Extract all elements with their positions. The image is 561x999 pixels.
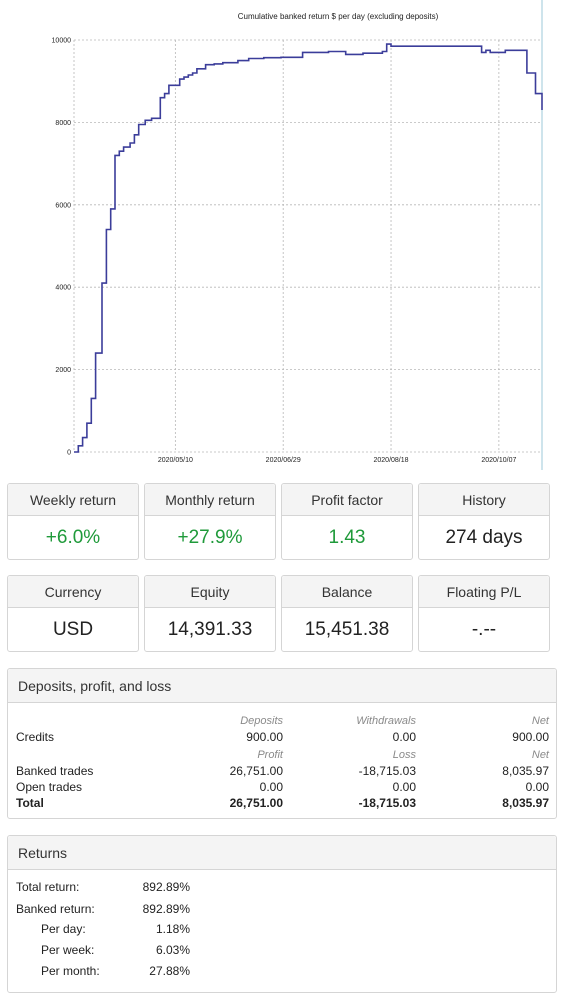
- x-tick-label: 2020/05/10: [158, 457, 193, 464]
- total-return-label: Total return:: [16, 880, 80, 894]
- y-tick-label: 8000: [55, 120, 71, 127]
- equity-value: 14,391.33: [167, 619, 253, 640]
- x-tick-label: 2020/10/07: [481, 457, 516, 464]
- per-month-value: 27.88%: [149, 964, 190, 978]
- profit-header: Profit: [257, 749, 283, 761]
- y-tick-label: 2000: [55, 367, 71, 374]
- banked-trades-loss: -18,715.03: [358, 764, 416, 778]
- per-week-value: 6.03%: [155, 943, 190, 957]
- y-tick-label: 0: [67, 450, 71, 457]
- history-value: 274 days: [445, 527, 523, 548]
- x-tick-label: 2020/06/29: [266, 457, 301, 464]
- weekly-return-label: Weekly return: [8, 484, 138, 516]
- monthly-return-card: Monthly return +27.9%: [144, 483, 276, 560]
- performance-stats-row: Weekly return +6.0% Monthly return +27.9…: [7, 483, 552, 560]
- profit-factor-label: Profit factor: [282, 484, 412, 516]
- currency-label: Currency: [8, 576, 138, 608]
- credits-withdrawals: 0.00: [392, 730, 416, 744]
- floating-pl-card: Floating P/L -.--: [418, 575, 550, 652]
- deposits-header: Deposits: [240, 715, 283, 727]
- banked-trades-net: 8,035.97: [502, 764, 549, 778]
- equity-card: Equity 14,391.33: [144, 575, 276, 652]
- per-month-label: Per month:: [41, 964, 100, 978]
- total-net: 8,035.97: [502, 796, 549, 810]
- deposits-profit-loss-panel: Deposits, profit, and loss Deposits With…: [7, 668, 557, 819]
- profit-factor-card: Profit factor 1.43: [281, 483, 413, 560]
- currency-card: Currency USD: [7, 575, 139, 652]
- credits-deposits: 900.00: [246, 730, 283, 744]
- total-loss: -18,715.03: [358, 796, 416, 810]
- floating-pl-value: -.--: [471, 619, 497, 640]
- total-return-value: 892.89%: [142, 880, 190, 894]
- banked-return-label: Banked return:: [16, 902, 95, 916]
- monthly-return-value: +27.9%: [177, 527, 243, 548]
- account-stats-row: Currency USD Equity 14,391.33 Balance 15…: [7, 575, 552, 652]
- banked-trades-profit: 26,751.00: [229, 764, 283, 778]
- balance-label: Balance: [282, 576, 412, 608]
- cumulative-return-chart: Cumulative banked return $ per day (excl…: [0, 0, 561, 470]
- cumulative-return-line: [74, 43, 543, 453]
- weekly-return-card: Weekly return +6.0%: [7, 483, 139, 560]
- total-profit: 26,751.00: [229, 796, 283, 810]
- weekly-return-value: +6.0%: [45, 527, 101, 548]
- returns-panel: Returns Total return: 892.89% Banked ret…: [7, 835, 557, 993]
- y-tick-label: 10000: [52, 38, 72, 45]
- open-trades-profit: 0.00: [259, 780, 283, 794]
- total-label: Total: [16, 796, 44, 810]
- balance-card: Balance 15,451.38: [281, 575, 413, 652]
- deposits-panel-title: Deposits, profit, and loss: [8, 669, 556, 703]
- open-trades-loss: 0.00: [392, 780, 416, 794]
- x-tick-label: 2020/08/18: [374, 457, 409, 464]
- equity-label: Equity: [145, 576, 275, 608]
- y-tick-label: 4000: [55, 285, 71, 292]
- returns-panel-title: Returns: [8, 836, 556, 870]
- banked-trades-label: Banked trades: [16, 764, 94, 778]
- open-trades-net: 0.00: [525, 780, 549, 794]
- per-day-label: Per day:: [41, 922, 86, 936]
- per-week-label: Per week:: [41, 943, 95, 957]
- open-trades-label: Open trades: [16, 780, 83, 794]
- monthly-return-label: Monthly return: [145, 484, 275, 516]
- profit-factor-value: 1.43: [328, 527, 366, 548]
- y-tick-label: 6000: [55, 202, 71, 209]
- net-header-1: Net: [531, 715, 549, 727]
- floating-pl-label: Floating P/L: [419, 576, 549, 608]
- history-card: History 274 days: [418, 483, 550, 560]
- withdrawals-header: Withdrawals: [356, 715, 416, 727]
- banked-return-value: 892.89%: [142, 902, 190, 916]
- credits-label: Credits: [16, 730, 55, 744]
- currency-value: USD: [52, 619, 94, 640]
- chart-svg: Cumulative banked return $ per day (excl…: [52, 0, 543, 470]
- loss-header: Loss: [392, 749, 416, 761]
- chart-title: Cumulative banked return $ per day (excl…: [238, 12, 439, 21]
- net-header-2: Net: [531, 749, 549, 761]
- credits-net: 900.00: [512, 730, 549, 744]
- balance-value: 15,451.38: [304, 619, 390, 640]
- history-label: History: [419, 484, 549, 516]
- per-day-value: 1.18%: [155, 922, 190, 936]
